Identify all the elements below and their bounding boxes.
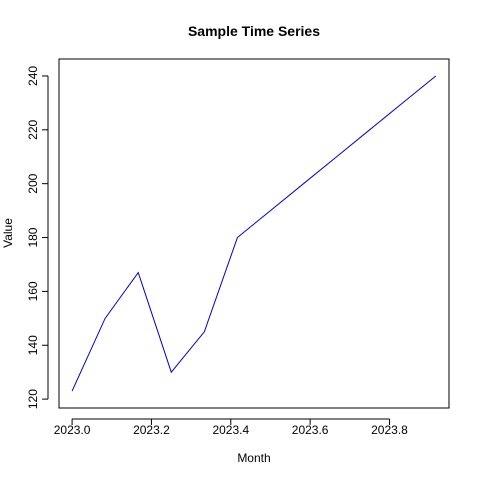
y-tick-label: 240 <box>26 66 40 86</box>
y-axis-label: Value <box>1 218 15 248</box>
x-axis-label: Month <box>237 451 270 465</box>
x-axis: 2023.0 2023.2 2023.4 2023.6 2023.8 <box>54 418 408 437</box>
y-tick-label: 180 <box>26 227 40 247</box>
y-tick-label: 160 <box>26 281 40 301</box>
y-tick-label: 200 <box>26 173 40 193</box>
x-tick-label: 2023.2 <box>133 423 170 437</box>
x-tick-label: 2023.0 <box>54 423 91 437</box>
x-tick-label: 2023.8 <box>371 423 408 437</box>
y-axis: 120 140 160 180 200 220 240 <box>26 66 49 409</box>
chart-title: Sample Time Series <box>188 23 320 39</box>
x-tick-label: 2023.6 <box>292 423 329 437</box>
y-tick-label: 120 <box>26 389 40 409</box>
y-tick-label: 220 <box>26 119 40 139</box>
y-tick-label: 140 <box>26 335 40 355</box>
plot-area-frame <box>58 58 450 409</box>
series-layer <box>71 75 437 392</box>
series-line-1 <box>71 75 437 392</box>
x-tick-label: 2023.4 <box>212 423 249 437</box>
